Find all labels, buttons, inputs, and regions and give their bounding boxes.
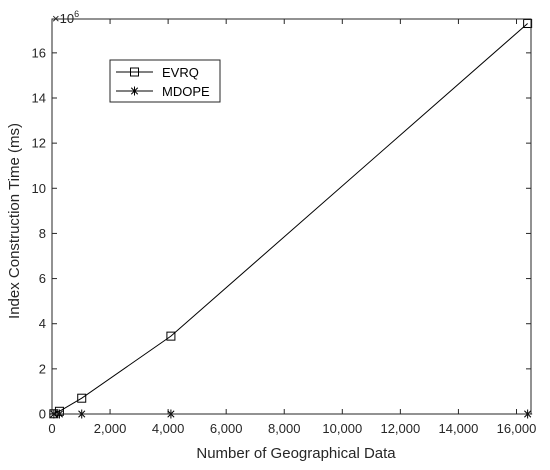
- y-tick-label: 16: [32, 45, 46, 60]
- legend-label-evrq: EVRQ: [162, 65, 199, 80]
- data-point-evrq: [166, 331, 176, 341]
- x-tick-label: 0: [48, 421, 55, 436]
- y-tick-label: 10: [32, 181, 46, 196]
- x-tick-label: 8,000: [268, 421, 301, 436]
- x-tick-label: 16,000: [497, 421, 537, 436]
- x-tick-label: 14,000: [439, 421, 479, 436]
- x-tick-label: 2,000: [94, 421, 127, 436]
- data-point-evrq: [77, 393, 87, 403]
- y-tick-label: 2: [39, 361, 46, 376]
- y-multiplier-exponent: 6: [74, 9, 79, 19]
- y-axis-label: Index Construction Time (ms): [6, 123, 23, 319]
- x-tick-label: 6,000: [210, 421, 243, 436]
- y-tick-label: 8: [39, 226, 46, 241]
- x-tick-label: 10,000: [322, 421, 362, 436]
- y-tick-label: 4: [39, 316, 46, 331]
- y-tick-label: 0: [39, 407, 46, 422]
- x-tick-label: 4,000: [152, 421, 185, 436]
- legend-asterisk: [130, 86, 139, 96]
- y-tick-label: 12: [32, 136, 46, 151]
- axes-frame: [51, 18, 532, 415]
- y-multiplier: ×106: [52, 9, 79, 26]
- legend-marker-mdope: [130, 86, 139, 96]
- x-axis-label: Number of Geographical Data: [196, 445, 396, 462]
- legend-label-mdope: MDOPE: [162, 84, 210, 99]
- legend-box: [109, 59, 221, 103]
- axis-ticks: [51, 19, 531, 415]
- y-tick-labels: 0 2 4 6 8 10 12 14 16: [32, 45, 46, 421]
- x-tick-labels: 0 2,000 4,000 6,000 8,000 10,000 12,000 14,000 1…: [48, 421, 536, 436]
- legend-marker-evrq: [130, 67, 139, 77]
- y-multiplier-base: ×10: [52, 11, 74, 26]
- legend: EVRQ MDOPE: [109, 59, 221, 103]
- y-tick-label: 14: [32, 91, 46, 106]
- data-point-evrq: [523, 19, 533, 29]
- y-tick-label: 6: [39, 271, 46, 286]
- x-tick-label: 12,000: [380, 421, 420, 436]
